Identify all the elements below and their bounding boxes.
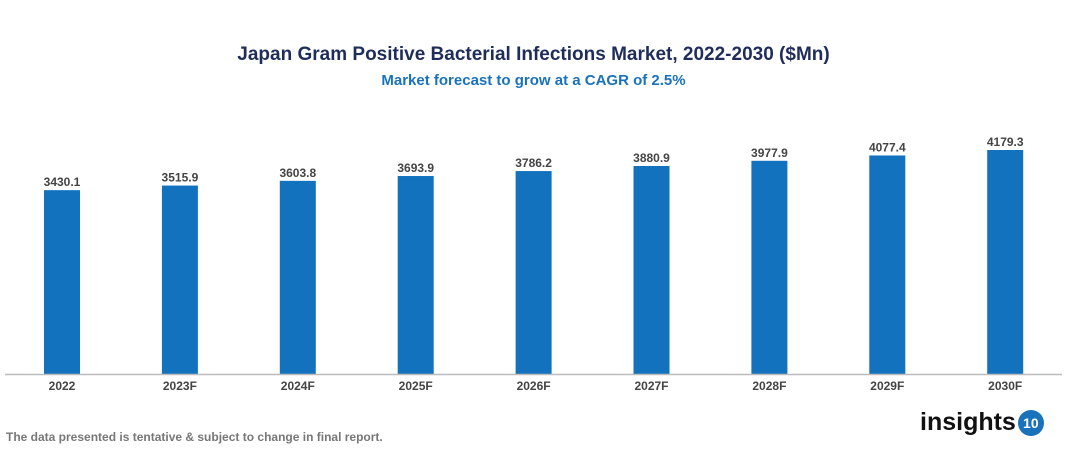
x-tick-label: 2027F bbox=[634, 379, 668, 393]
x-tick-label: 2030F bbox=[988, 379, 1022, 393]
bar bbox=[279, 180, 316, 374]
data-label: 3430.1 bbox=[44, 175, 81, 189]
data-label: 4077.4 bbox=[869, 140, 906, 154]
bar bbox=[161, 185, 198, 374]
x-tick-label: 2028F bbox=[752, 379, 786, 393]
data-label: 3786.2 bbox=[515, 156, 552, 170]
x-tick-label: 2022 bbox=[49, 379, 76, 393]
insights10-logo: insights 10 bbox=[920, 408, 1044, 437]
chart-title: Japan Gram Positive Bacterial Infections… bbox=[237, 44, 830, 65]
x-tick-label: 2026F bbox=[517, 379, 551, 393]
disclaimer: The data presented is tentative & subjec… bbox=[6, 430, 383, 444]
bar bbox=[751, 160, 788, 374]
bar bbox=[397, 176, 434, 374]
x-tick-label: 2023F bbox=[163, 379, 197, 393]
x-tick-label: 2029F bbox=[870, 379, 904, 393]
bar bbox=[515, 171, 552, 374]
data-label: 3515.9 bbox=[162, 171, 199, 185]
bar bbox=[44, 190, 80, 374]
data-label: 4179.3 bbox=[987, 135, 1024, 149]
data-label: 3603.8 bbox=[279, 166, 316, 180]
x-tick-label: 2025F bbox=[399, 379, 433, 393]
bar bbox=[987, 150, 1024, 374]
x-tick-label: 2024F bbox=[281, 379, 315, 393]
data-label: 3977.9 bbox=[751, 146, 788, 160]
chart-subtitle: Market forecast to grow at a CAGR of 2.5… bbox=[381, 72, 686, 89]
data-label: 3880.9 bbox=[633, 151, 670, 165]
bar bbox=[633, 165, 670, 374]
bar bbox=[869, 155, 906, 374]
data-label: 3693.9 bbox=[397, 161, 434, 175]
